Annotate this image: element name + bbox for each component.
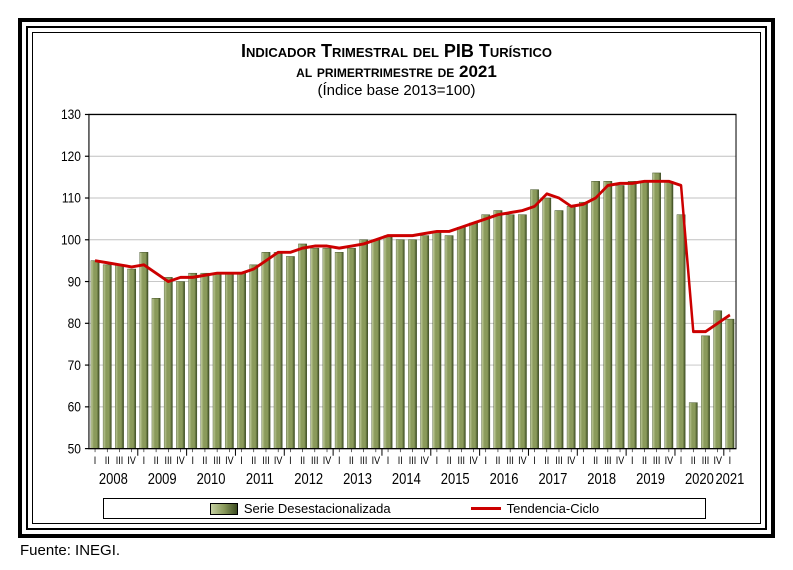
svg-text:2016: 2016 [490,471,519,488]
svg-text:IV: IV [469,455,478,467]
svg-text:IV: IV [225,455,234,467]
svg-text:II: II [447,455,452,467]
legend-label-line: Tendencia-Ciclo [507,501,600,516]
svg-text:130: 130 [61,106,81,122]
svg-text:I: I [143,455,146,467]
svg-text:IV: IV [127,455,136,467]
chart-svg: 5060708090100110120130IIIIIIIV2008IIIIII… [47,105,746,496]
svg-text:II: II [691,455,696,467]
legend-item-line: Tendencia-Ciclo [471,501,600,516]
svg-text:IV: IV [176,455,185,467]
source-line: Fuente: INEGI. [18,542,775,559]
svg-text:2011: 2011 [246,471,274,488]
svg-text:IV: IV [616,455,625,467]
svg-text:I: I [240,455,243,467]
svg-text:2021: 2021 [715,471,744,488]
svg-text:2014: 2014 [392,471,421,488]
svg-text:100: 100 [61,232,81,248]
svg-text:I: I [631,455,634,467]
svg-text:2020: 2020 [685,471,714,488]
svg-text:110: 110 [62,190,81,206]
svg-text:III: III [458,455,465,467]
svg-text:III: III [506,455,513,467]
svg-text:II: II [398,455,403,467]
chart-area: 5060708090100110120130IIIIIIIV2008IIIIII… [47,105,746,496]
svg-text:III: III [604,455,611,467]
svg-text:II: II [349,455,354,467]
svg-text:IV: IV [420,455,429,467]
svg-text:III: III [555,455,562,467]
svg-text:I: I [289,455,292,467]
svg-text:II: II [202,455,207,467]
svg-text:2012: 2012 [294,471,323,488]
svg-text:IV: IV [567,455,576,467]
title-line2: al primertrimestre de 2021 [47,62,746,82]
svg-text:2019: 2019 [636,471,665,488]
outer-frame: Indicador Trimestral del PIB Turístico a… [18,18,775,538]
svg-text:I: I [436,455,439,467]
svg-text:II: II [251,455,256,467]
legend-item-bars: Serie Desestacionalizada [210,501,391,516]
svg-text:I: I [338,455,341,467]
svg-text:II: II [105,455,110,467]
svg-text:III: III [116,455,123,467]
svg-text:2015: 2015 [441,471,470,488]
svg-text:III: III [262,455,269,467]
svg-text:I: I [729,455,732,467]
svg-text:IV: IV [518,455,527,467]
svg-text:60: 60 [68,399,81,415]
svg-text:I: I [191,455,194,467]
svg-text:IV: IV [323,455,332,467]
svg-text:IV: IV [274,455,283,467]
svg-text:80: 80 [68,315,81,331]
svg-text:2010: 2010 [197,471,226,488]
svg-text:III: III [409,455,416,467]
svg-text:120: 120 [61,148,81,164]
svg-text:I: I [680,455,683,467]
svg-text:I: I [533,455,536,467]
svg-text:II: II [154,455,159,467]
svg-text:III: III [702,455,709,467]
legend-label-bars: Serie Desestacionalizada [244,501,391,516]
svg-text:II: II [642,455,647,467]
svg-text:2013: 2013 [343,471,372,488]
line-swatch-icon [471,507,501,510]
svg-text:III: III [360,455,367,467]
svg-text:2009: 2009 [148,471,177,488]
subtitle: (Índice base 2013=100) [47,82,746,99]
svg-text:IV: IV [713,455,722,467]
title-line1: Indicador Trimestral del PIB Turístico [47,41,746,62]
svg-text:I: I [387,455,390,467]
svg-text:II: II [495,455,500,467]
svg-text:II: II [300,455,305,467]
inner-frame: Indicador Trimestral del PIB Turístico a… [32,32,761,524]
svg-text:III: III [165,455,172,467]
bar-swatch-icon [210,503,238,515]
svg-text:I: I [94,455,97,467]
svg-text:II: II [544,455,549,467]
svg-text:50: 50 [68,440,81,456]
svg-text:I: I [484,455,487,467]
mid-frame: Indicador Trimestral del PIB Turístico a… [26,26,767,530]
svg-text:I: I [582,455,585,467]
svg-text:2008: 2008 [99,471,128,488]
svg-text:70: 70 [68,357,81,373]
svg-text:III: III [213,455,220,467]
title-block: Indicador Trimestral del PIB Turístico a… [47,41,746,99]
svg-text:III: III [653,455,660,467]
svg-text:II: II [593,455,598,467]
svg-text:2018: 2018 [587,471,616,488]
legend: Serie Desestacionalizada Tendencia-Ciclo [103,498,706,519]
svg-text:IV: IV [372,455,381,467]
svg-text:III: III [311,455,318,467]
svg-text:90: 90 [68,273,81,289]
svg-text:IV: IV [665,455,674,467]
svg-text:2017: 2017 [538,471,567,488]
